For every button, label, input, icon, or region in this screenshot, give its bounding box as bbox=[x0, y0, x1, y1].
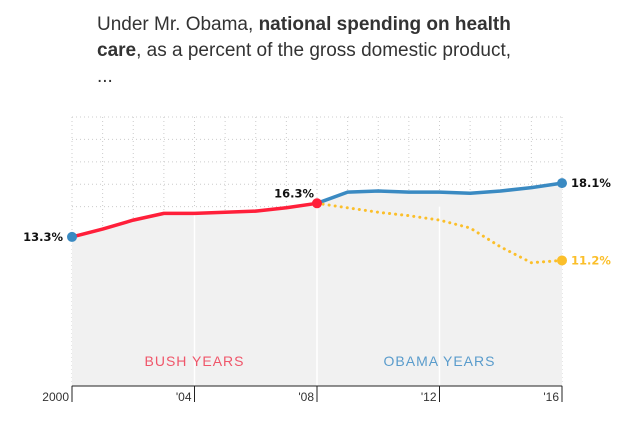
series-line-bush bbox=[70, 201, 319, 239]
data-point bbox=[312, 198, 322, 209]
data-point bbox=[557, 255, 567, 266]
data-label: 18.1% bbox=[571, 176, 611, 190]
x-tick-label: '16 bbox=[543, 390, 559, 404]
title-part: , as a percent of the gross domestic pro… bbox=[97, 40, 512, 87]
series-line-projection bbox=[315, 201, 564, 265]
x-tick-label: '08 bbox=[298, 390, 314, 404]
title-part: Under Mr. Obama, bbox=[97, 14, 259, 35]
data-point bbox=[557, 178, 567, 189]
title-emphasis: national spending on health care bbox=[97, 14, 511, 61]
x-tick-label: '12 bbox=[421, 390, 437, 404]
period-label: BUSH YEARS bbox=[145, 353, 245, 369]
period-label: OBAMA YEARS bbox=[384, 353, 496, 369]
data-point bbox=[67, 231, 77, 242]
data-label: 16.3% bbox=[274, 186, 314, 200]
chart-title: Under Mr. Obama, national spending on he… bbox=[97, 12, 517, 90]
x-tick-label: 2000 bbox=[42, 390, 69, 404]
x-tick-label: '04 bbox=[176, 390, 192, 404]
data-label: 11.2% bbox=[571, 253, 611, 267]
data-label: 13.3% bbox=[23, 230, 63, 244]
series-line-obama bbox=[315, 181, 564, 206]
